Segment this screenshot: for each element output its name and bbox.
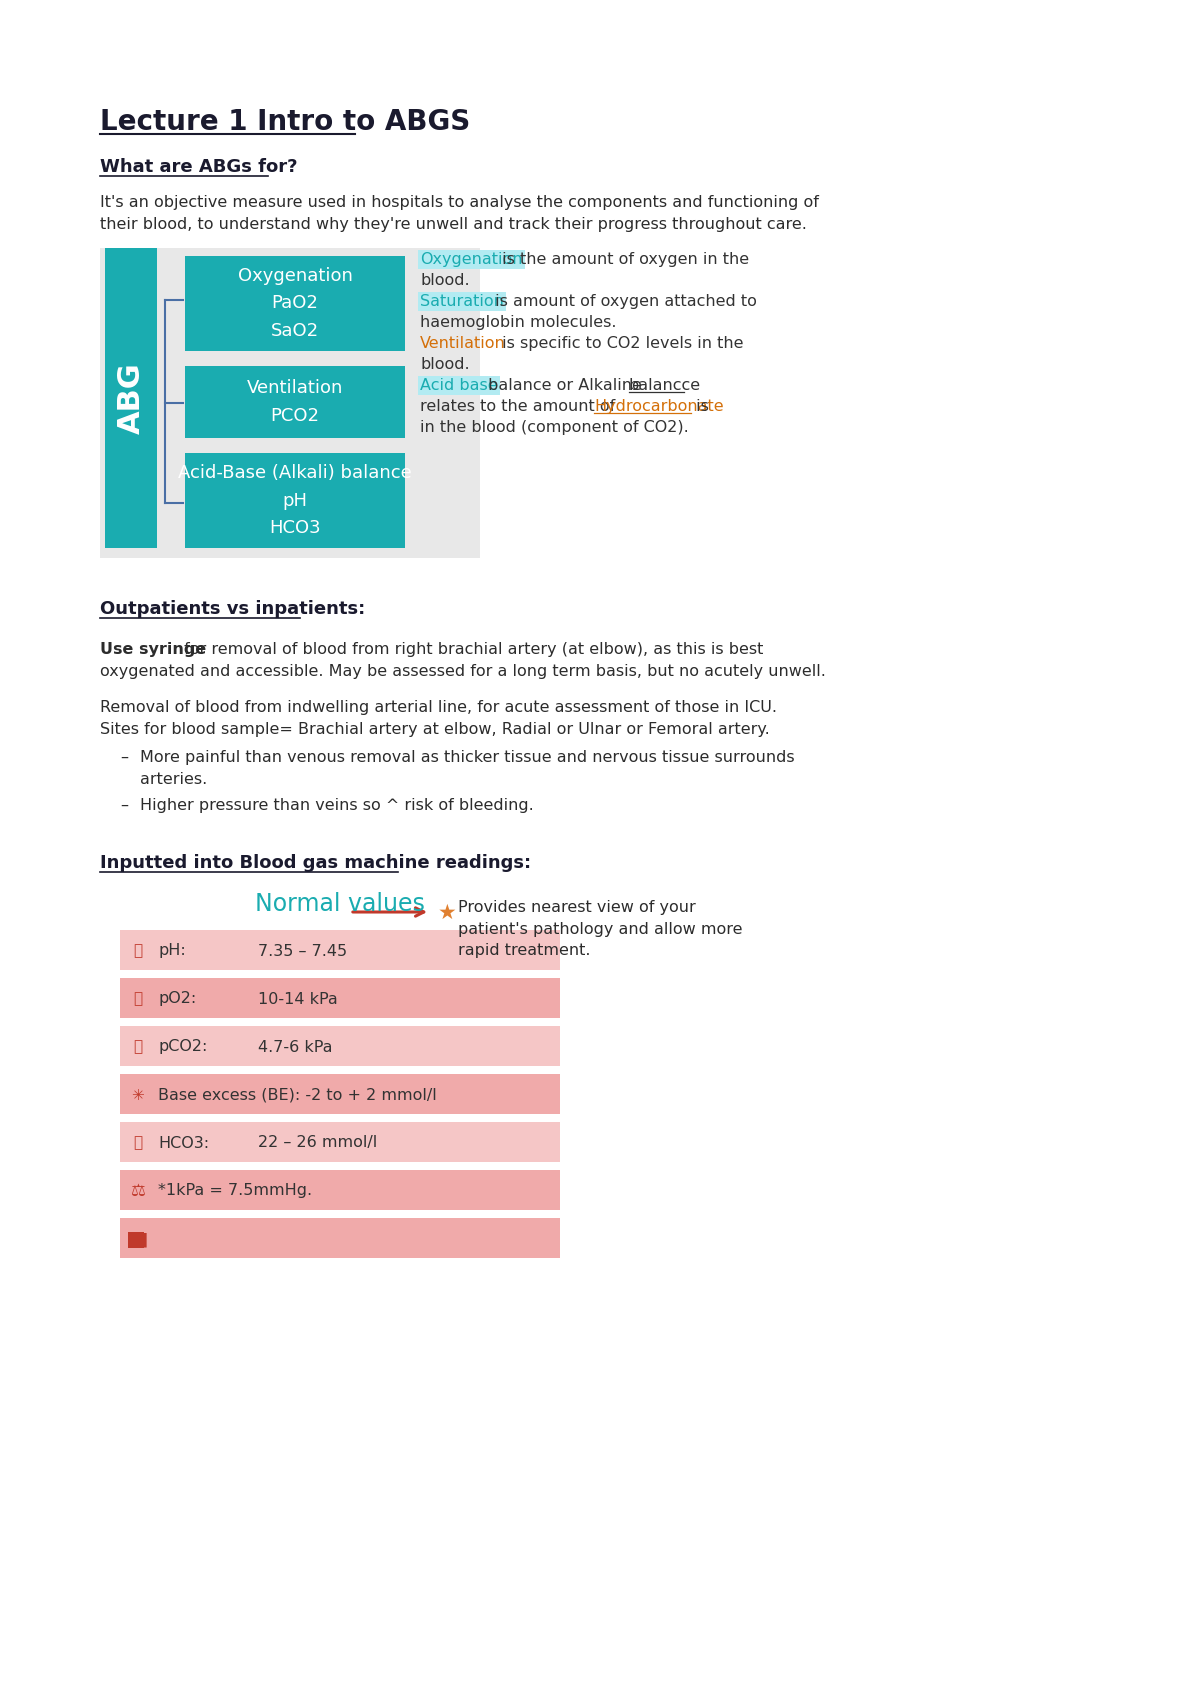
Text: is the amount of oxygen in the: is the amount of oxygen in the <box>497 251 749 266</box>
Text: their blood, to understand why they're unwell and track their progress throughou: their blood, to understand why they're u… <box>100 217 806 232</box>
Text: It's an objective measure used in hospitals to analyse the components and functi: It's an objective measure used in hospit… <box>100 195 818 210</box>
FancyBboxPatch shape <box>120 1027 560 1066</box>
Text: Outpatients vs inpatients:: Outpatients vs inpatients: <box>100 601 365 618</box>
Text: What are ABGs for?: What are ABGs for? <box>100 158 298 176</box>
Text: HCO3:: HCO3: <box>158 1135 209 1151</box>
FancyBboxPatch shape <box>185 453 406 548</box>
Text: Provides nearest view of your
patient's pathology and allow more
rapid treatment: Provides nearest view of your patient's … <box>458 899 743 959</box>
Text: Use syringe: Use syringe <box>100 641 206 657</box>
FancyBboxPatch shape <box>120 977 560 1018</box>
FancyBboxPatch shape <box>185 367 406 438</box>
Text: ■: ■ <box>128 1230 148 1249</box>
FancyBboxPatch shape <box>185 256 406 351</box>
FancyBboxPatch shape <box>120 1122 560 1162</box>
Text: Base excess (BE): -2 to + 2 mmol/l: Base excess (BE): -2 to + 2 mmol/l <box>158 1088 437 1103</box>
Text: 🔥: 🔥 <box>133 944 143 959</box>
Text: Acid base: Acid base <box>420 378 498 394</box>
Text: blood.: blood. <box>420 356 469 372</box>
Text: ✳: ✳ <box>132 1088 144 1103</box>
Text: Acid-Base (Alkali) balance
pH
HCO3: Acid-Base (Alkali) balance pH HCO3 <box>178 463 412 538</box>
Text: Lecture 1 Intro to ABGS: Lecture 1 Intro to ABGS <box>100 109 470 136</box>
Text: Saturation: Saturation <box>420 294 504 309</box>
Text: 22 – 26 mmol/l: 22 – 26 mmol/l <box>258 1135 377 1151</box>
FancyBboxPatch shape <box>106 248 157 548</box>
Text: 🫁: 🫁 <box>133 1040 143 1054</box>
Text: pH:: pH: <box>158 944 186 959</box>
Text: ABG: ABG <box>116 361 145 434</box>
Text: –: – <box>120 798 128 813</box>
Text: is specific to CO2 levels in the: is specific to CO2 levels in the <box>497 336 743 351</box>
Text: blood.: blood. <box>420 273 469 288</box>
Text: relates to the amount of: relates to the amount of <box>420 399 620 414</box>
Text: Removal of blood from indwelling arterial line, for acute assessment of those in: Removal of blood from indwelling arteria… <box>100 699 778 714</box>
Text: is amount of oxygen attached to: is amount of oxygen attached to <box>490 294 756 309</box>
Text: oxygenated and accessible. May be assessed for a long term basis, but no acutely: oxygenated and accessible. May be assess… <box>100 664 826 679</box>
FancyBboxPatch shape <box>120 1074 560 1113</box>
Text: 4.7-6 kPa: 4.7-6 kPa <box>258 1040 332 1054</box>
Text: 💧: 💧 <box>133 991 143 1006</box>
Text: 10-14 kPa: 10-14 kPa <box>258 991 337 1006</box>
Text: is: is <box>691 399 709 414</box>
Text: More painful than venous removal as thicker tissue and nervous tissue surrounds: More painful than venous removal as thic… <box>140 750 794 765</box>
FancyBboxPatch shape <box>100 248 480 558</box>
Text: –: – <box>120 750 128 765</box>
Text: ⚖: ⚖ <box>131 1183 145 1200</box>
Text: pO2:: pO2: <box>158 991 197 1006</box>
FancyBboxPatch shape <box>120 1218 560 1257</box>
Text: Hydrocarbonate: Hydrocarbonate <box>594 399 724 414</box>
Text: Oxygenation
PaO2
SaO2: Oxygenation PaO2 SaO2 <box>238 266 353 341</box>
FancyBboxPatch shape <box>120 1169 560 1210</box>
Text: Sites for blood sample= Brachial artery at elbow, Radial or Ulnar or Femoral art: Sites for blood sample= Brachial artery … <box>100 721 769 736</box>
FancyBboxPatch shape <box>120 930 560 971</box>
Text: Higher pressure than veins so ^ risk of bleeding.: Higher pressure than veins so ^ risk of … <box>140 798 534 813</box>
Text: Normal values: Normal values <box>256 893 425 916</box>
Text: *1kPa = 7.5mmHg.: *1kPa = 7.5mmHg. <box>158 1183 312 1198</box>
Text: for removal of blood from right brachial artery (at elbow), as this is best: for removal of blood from right brachial… <box>179 641 763 657</box>
Text: Oxygenation: Oxygenation <box>420 251 522 266</box>
Text: balance or Alkaline: balance or Alkaline <box>482 378 647 394</box>
Text: 🫀: 🫀 <box>133 1135 143 1151</box>
Text: Ventilation: Ventilation <box>420 336 505 351</box>
Text: ★: ★ <box>438 903 457 923</box>
Text: 7.35 – 7.45: 7.35 – 7.45 <box>258 944 347 959</box>
Text: pCO2:: pCO2: <box>158 1040 208 1054</box>
Text: balancce: balancce <box>629 378 701 394</box>
Text: Ventilation
PCO2: Ventilation PCO2 <box>247 378 343 424</box>
Text: in the blood (component of CO2).: in the blood (component of CO2). <box>420 419 689 434</box>
Text: haemoglobin molecules.: haemoglobin molecules. <box>420 316 617 329</box>
Text: Inputted into Blood gas machine readings:: Inputted into Blood gas machine readings… <box>100 854 532 872</box>
Text: arteries.: arteries. <box>140 772 208 787</box>
FancyBboxPatch shape <box>128 1232 144 1247</box>
